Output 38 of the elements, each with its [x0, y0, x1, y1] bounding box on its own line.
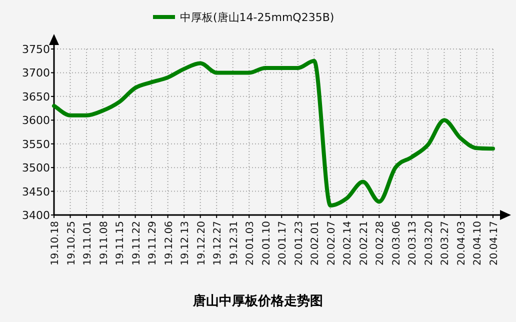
x-tick-label: 19.12.06	[164, 221, 175, 266]
x-tick-label: 19.10.18	[50, 221, 61, 266]
x-tick-label: 20.01.03	[245, 221, 256, 266]
x-tick-label: 20.04.10	[472, 221, 484, 266]
x-tick-label: 20.02.07	[326, 221, 338, 266]
x-tick-label: 19.11.15	[115, 221, 126, 266]
legend-label: 中厚板(唐山14-25mmQ235B)	[180, 11, 334, 24]
x-tick-label: 20.01.10	[261, 221, 272, 266]
y-tick-label: 3450	[22, 185, 50, 198]
x-tick-label: 19.11.22	[131, 221, 142, 266]
x-tick-label: 19.12.31	[228, 221, 240, 266]
x-tick-label: 19.11.08	[98, 221, 110, 266]
y-tick-label: 3650	[22, 90, 50, 104]
x-tick-label: 19.11.01	[82, 221, 94, 266]
x-tick-label: 20.03.20	[424, 221, 435, 266]
x-tick-label: 19.12.13	[180, 221, 192, 266]
x-tick-label: 20.04.17	[489, 221, 500, 266]
x-tick-label: 20.01.17	[278, 221, 289, 266]
x-tick-label: 19.12.27	[212, 221, 224, 266]
x-tick-label: 20.02.14	[342, 221, 354, 266]
y-tick-label: 3400	[22, 209, 50, 222]
y-tick-label: 3550	[22, 138, 50, 151]
x-tick-label: 20.03.06	[391, 221, 402, 266]
x-tick-label: 20.02.01	[310, 221, 322, 266]
y-tick-label: 3750	[22, 43, 50, 56]
x-tick-label: 20.02.21	[358, 221, 370, 266]
y-tick-label: 3500	[22, 162, 50, 175]
text: 唐山中厚板价格走势图	[192, 293, 323, 309]
x-tick-label: 19.12.20	[196, 221, 208, 266]
x-tick-label: 20.03.27	[440, 221, 452, 266]
x-tick-label: 19.10.25	[66, 221, 78, 266]
x-tick-label: 20.02.28	[375, 221, 386, 266]
y-tick-label: 3600	[22, 114, 50, 128]
x-tick-label: 19.11.29	[148, 221, 159, 266]
y-tick-label: 3700	[22, 66, 50, 80]
x-tick-label: 20.01.23	[294, 221, 305, 266]
x-tick-label: 20.04.03	[456, 221, 468, 266]
x-tick-label: 20.03.13	[408, 221, 419, 266]
